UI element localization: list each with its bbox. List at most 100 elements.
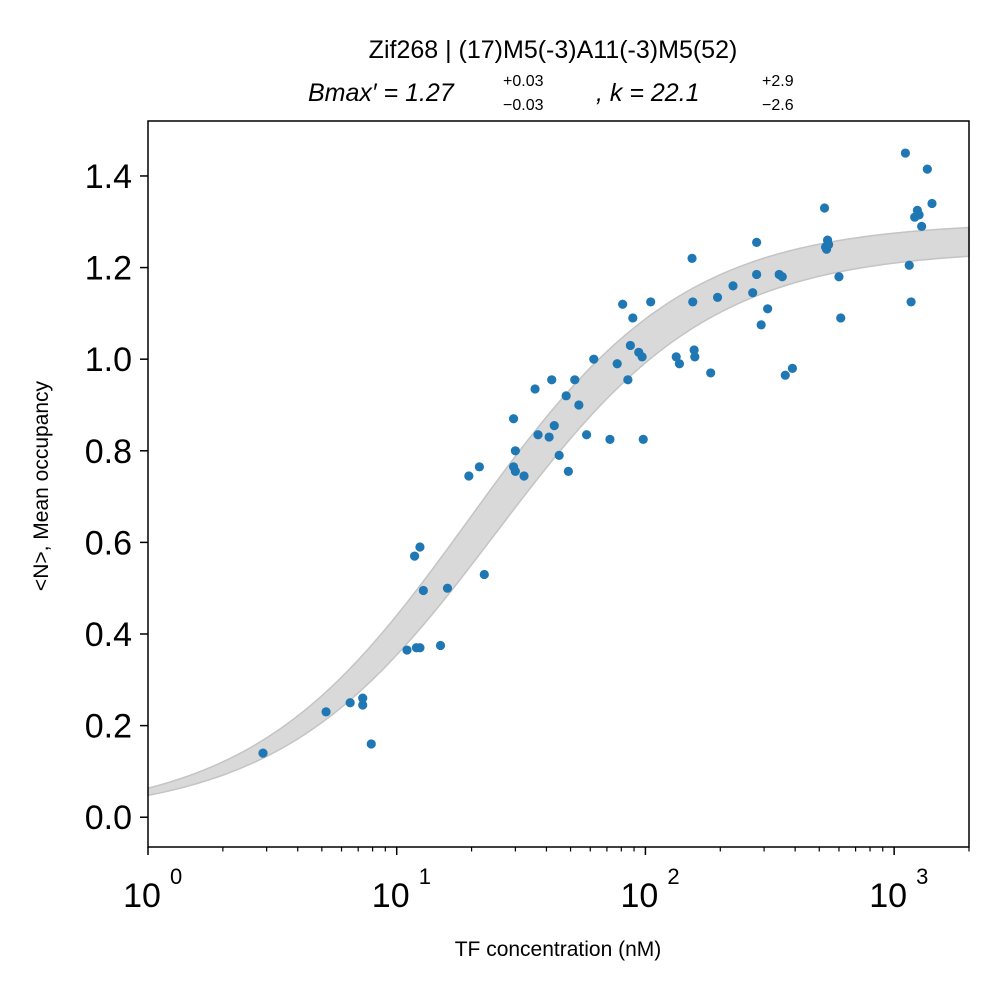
data-point [688,297,698,307]
data-point [464,471,474,481]
data-point [605,434,615,444]
data-point [402,645,412,655]
x-tick-exponent: 3 [916,864,928,889]
data-point [479,569,489,580]
data-point [904,260,914,270]
data-point [787,363,798,373]
data-point [519,471,529,481]
fit-band-area [147,226,970,797]
data-point [415,643,425,653]
data-point [547,375,557,385]
data-point [623,375,633,385]
y-tick-label: 0.0 [85,799,132,837]
data-point [358,693,368,703]
data-point [418,585,428,596]
data-point [442,583,453,593]
data-point [914,210,924,220]
x-tick-label: 10 [869,877,907,915]
chart-subtitle: Bmax′ = 1.27 +0.03 −0.03 , k = 22.1 +2.9… [308,73,794,114]
data-point [544,432,554,442]
x-tick-label: 10 [372,877,410,915]
data-point [777,272,787,282]
data-point [900,148,911,158]
k-upper-error: +2.9 [762,73,794,90]
data-point [748,288,758,298]
data-point [927,198,937,209]
y-tick-label: 0.8 [85,433,132,471]
data-point [819,203,830,213]
fit-confidence-band [147,226,970,797]
x-tick-label: 10 [123,877,161,915]
k-label-text: , k = 22.1 [596,79,700,107]
data-point [922,164,932,174]
data-point [646,297,656,307]
y-tick-label: 1.0 [85,341,132,379]
data-point [358,700,368,710]
y-axis-ticks: 0.0 0.2 0.4 0.6 0.8 1.0 1.2 1.4 [85,158,148,837]
data-point [763,304,773,314]
y-tick-label: 0.6 [85,524,132,562]
bmax-lower-error: −0.03 [503,97,544,114]
k-lower-error: −2.6 [762,97,794,114]
data-point [530,384,540,394]
bmax-label: Bmax′ = 1.27 [308,79,455,107]
data-point [823,240,834,250]
y-tick-label: 1.2 [85,250,132,288]
x-tick-exponent: 2 [667,864,679,889]
data-point [834,272,844,282]
y-tick-label: 0.2 [85,708,132,746]
chart-title: Zif268 | (17)M5(-3)A11(-3)M5(52) [369,36,738,64]
data-point [561,391,571,401]
x-axis-ticks: 10 0 10 1 10 2 10 3 [123,847,970,915]
data-point [612,359,622,369]
y-tick-label: 1.4 [85,158,132,196]
data-point [706,368,716,378]
data-point [570,375,580,385]
data-point [625,340,635,351]
data-point [756,320,766,330]
x-tick-exponent: 1 [419,864,431,889]
data-point [533,430,543,440]
data-point [687,253,697,264]
data-point [638,434,648,444]
bmax-upper-error: +0.03 [503,73,544,90]
data-point [508,414,519,424]
data-point [780,370,790,380]
k-label: , k = 22.1 [596,79,700,107]
data-point [752,237,762,247]
data-point [689,345,699,355]
data-point [690,352,700,362]
data-point [563,466,573,476]
data-point [258,748,268,758]
data-point [589,354,599,364]
chart-subtitle-text: Bmax′ = 1.27 [308,79,455,107]
data-point [581,430,592,440]
data-point [510,446,520,456]
plot-frame [147,120,970,848]
data-point [618,299,628,309]
x-tick-exponent: 0 [170,864,182,889]
data-point [435,640,446,651]
data-point [345,698,355,708]
data-point [510,466,520,476]
data-point [554,450,564,460]
data-point [712,292,723,302]
data-point [671,352,681,362]
data-point [836,313,846,323]
y-tick-label: 0.4 [85,616,132,654]
x-axis-label: TF concentration (nM) [455,938,662,961]
data-point [674,359,685,369]
data-point [549,421,559,431]
chart-title-text: Zif268 | (17)M5(-3)A11(-3)M5(52) [369,36,738,64]
data-point [752,269,762,280]
data-point [574,400,584,410]
data-point [415,542,425,552]
data-point [728,281,738,291]
data-point [321,707,331,717]
data-point [637,352,647,362]
x-tick-label: 10 [621,877,659,915]
data-point [917,221,927,231]
data-point [906,297,916,307]
data-point [366,739,376,749]
